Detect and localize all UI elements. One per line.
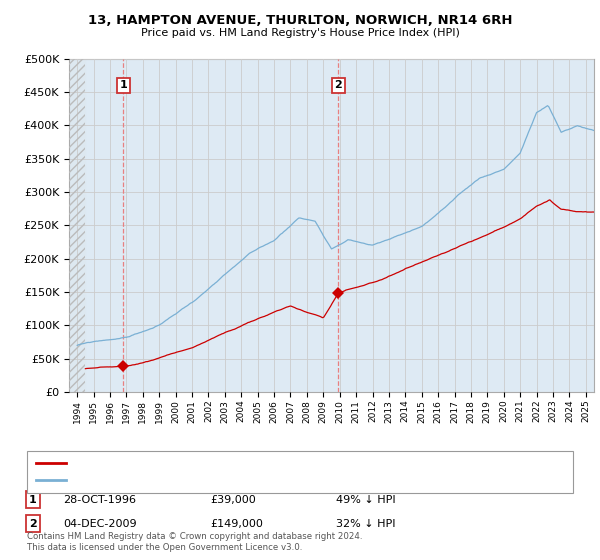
Bar	[69, 59, 85, 392]
Text: Contains HM Land Registry data © Crown copyright and database right 2024.
This d: Contains HM Land Registry data © Crown c…	[27, 532, 362, 552]
Text: 49% ↓ HPI: 49% ↓ HPI	[336, 494, 395, 505]
Text: 28-OCT-1996: 28-OCT-1996	[63, 494, 136, 505]
Text: £149,000: £149,000	[210, 519, 263, 529]
Text: 1: 1	[119, 81, 127, 91]
Text: 32% ↓ HPI: 32% ↓ HPI	[336, 519, 395, 529]
Text: 1: 1	[29, 494, 37, 505]
Text: 13, HAMPTON AVENUE, THURLTON, NORWICH, NR14 6RH: 13, HAMPTON AVENUE, THURLTON, NORWICH, N…	[88, 14, 512, 27]
Text: 13, HAMPTON AVENUE, THURLTON, NORWICH, NR14 6RH (detached house): 13, HAMPTON AVENUE, THURLTON, NORWICH, N…	[72, 458, 463, 468]
Text: Price paid vs. HM Land Registry's House Price Index (HPI): Price paid vs. HM Land Registry's House …	[140, 28, 460, 38]
Text: HPI: Average price, detached house, South Norfolk: HPI: Average price, detached house, Sout…	[72, 475, 336, 485]
Text: £39,000: £39,000	[210, 494, 256, 505]
Text: 04-DEC-2009: 04-DEC-2009	[63, 519, 137, 529]
Bar	[69, 59, 85, 392]
Text: 2: 2	[29, 519, 37, 529]
Text: 2: 2	[335, 81, 342, 91]
